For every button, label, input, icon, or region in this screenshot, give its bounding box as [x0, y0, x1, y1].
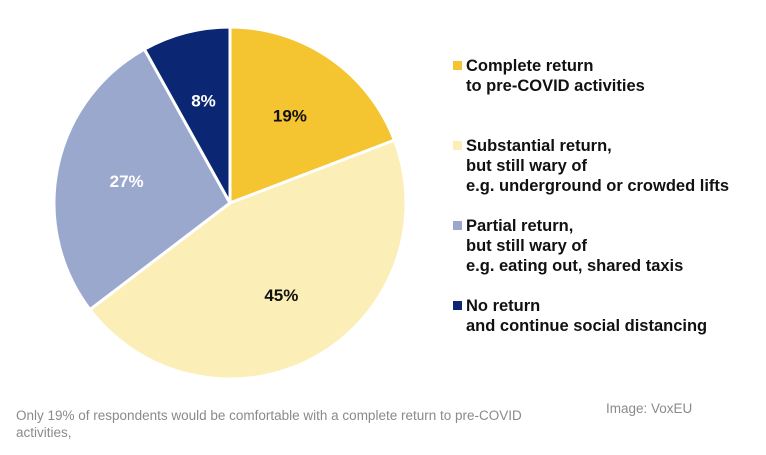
legend-item-partial-return: Partial return, but still wary of e.g. e… [452, 216, 683, 276]
legend-swatch-partial-return [453, 221, 462, 230]
legend-swatch-substantial-return [453, 141, 462, 150]
legend-label-line: e.g. underground or crowded lifts [466, 177, 730, 195]
pie-slice-substantial-return [88, 138, 408, 381]
slice-label-substantial-return: 45% [264, 286, 298, 305]
pie-chart: 19% 45% 27% 8% [52, 25, 408, 381]
legend-label-line: but still wary of [466, 157, 588, 175]
legend-item-complete-return: Complete return to pre-COVID activities [452, 56, 645, 96]
legend-item-no-return: No return and continue social distancing [452, 296, 707, 336]
legend-swatch-no-return [453, 301, 462, 310]
pie-slice-complete-return [228, 25, 396, 205]
legend-label-line: and continue social distancing [466, 317, 708, 335]
slice-label-complete-return: 19% [273, 107, 307, 126]
legend-label-line: No return [466, 297, 541, 315]
legend-label-line: e.g. eating out, shared taxis [466, 257, 684, 275]
legend-item-substantial-return: Substantial return, but still wary of e.… [452, 136, 729, 196]
pie-slice-partial-return [52, 47, 232, 312]
pie-slice-no-return [142, 25, 232, 205]
image-caption: Only 19% of respondents would be comfort… [16, 408, 522, 440]
legend-label-line: Partial return, [466, 217, 574, 235]
slice-label-no-return: 8% [191, 91, 216, 110]
legend-label-line: to pre-COVID activities [466, 77, 645, 95]
legend-swatch-complete-return [453, 61, 462, 70]
image-credit: Image: VoxEU [606, 401, 693, 416]
legend-label-line: but still wary of [466, 237, 588, 255]
legend-label-line: Substantial return, [466, 137, 612, 155]
slice-label-partial-return: 27% [110, 172, 144, 191]
legend-label-line: Complete return [466, 57, 594, 75]
